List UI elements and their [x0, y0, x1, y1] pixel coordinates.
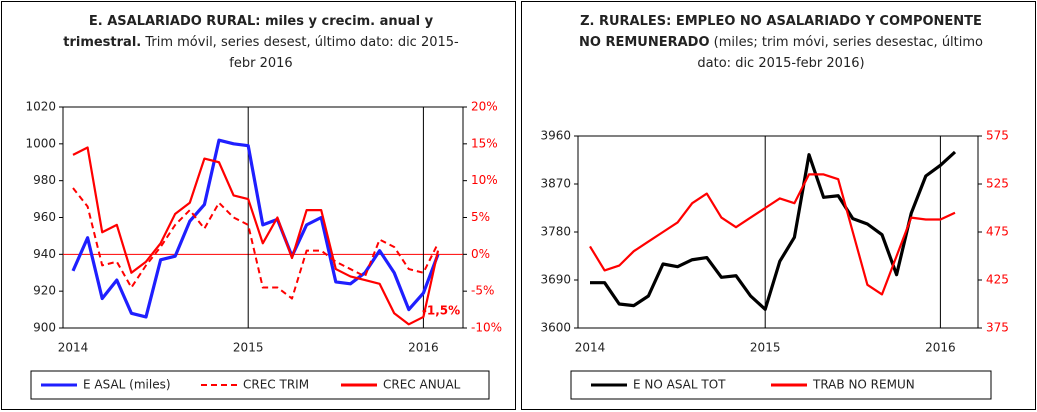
- x-tick-label: 2015: [750, 341, 781, 355]
- plot-frame: [577, 135, 979, 329]
- y2-tick-label: -5%: [471, 284, 494, 298]
- legend-label: CREC TRIM: [243, 378, 309, 392]
- legend-label: CREC ANUAL: [383, 378, 461, 392]
- series-line: [589, 173, 956, 296]
- chart-heading: Z. RURALES: EMPLEO NO ASALARIADO Y COMPO…: [571, 11, 991, 74]
- y-tick-label: 3690: [540, 273, 571, 287]
- legend-box: [30, 370, 490, 400]
- y2-tick-label: 375: [986, 321, 1009, 335]
- y2-tick-label: 10%: [471, 173, 498, 187]
- chart-subtitle: (miles; trim móvi, series desestac, últi…: [697, 35, 983, 71]
- panel-border: [1, 1, 516, 410]
- y-tick-label: 940: [33, 247, 56, 261]
- chart-heading: E. ASALARIADO RURAL: miles y crecim. anu…: [61, 11, 461, 74]
- y-tick-label: 900: [33, 321, 56, 335]
- legend-label: E ASAL (miles): [83, 378, 171, 392]
- y-tick-label: 3870: [540, 177, 571, 191]
- y-tick-label: 1000: [25, 136, 56, 150]
- y2-tick-label: 475: [986, 225, 1009, 239]
- legend-label: E NO ASAL TOT: [633, 378, 726, 392]
- chart-panel: 3600 3690 3780 3870 3960 375 425 475 525 575 2014 2…: [521, 1, 1036, 410]
- legend-box: [570, 370, 992, 400]
- chart-title: E. ASALARIADO RURAL: miles y crecim. anu…: [63, 14, 434, 50]
- y2-tick-label: 425: [986, 273, 1009, 287]
- y2-tick-label: 525: [986, 177, 1009, 191]
- x-tick-label: 2014: [58, 341, 89, 355]
- y-tick-label: 960: [33, 210, 56, 224]
- y-tick-label: 3600: [540, 321, 571, 335]
- x-tick-label: 2015: [233, 341, 264, 355]
- y2-tick-label: 575: [986, 129, 1009, 143]
- y-tick-label: 3960: [540, 129, 571, 143]
- chart: 3600 3690 3780 3870 3960 375 425 475 525 575 2014 2…: [521, 1, 1036, 410]
- chart: 900 920 940 960 980 1000 1020 -10% -5% 0% 5% 10% 15%…: [1, 1, 516, 410]
- y-tick-label: 1020: [25, 100, 56, 114]
- x-tick-label: 2014: [575, 341, 606, 355]
- series-line: [72, 146, 440, 326]
- chart-panel: 900 920 940 960 980 1000 1020 -10% -5% 0% 5% 10% 15%…: [1, 1, 516, 410]
- series-line: [590, 150, 957, 311]
- annotation: -1,5%: [422, 304, 460, 318]
- y-tick-label: 920: [33, 284, 56, 298]
- x-tick-label: 2016: [925, 341, 956, 355]
- chart-subtitle: Trim móvil, series desest, último dato: …: [145, 35, 459, 71]
- y2-tick-label: 20%: [471, 100, 498, 114]
- y2-tick-label: 15%: [471, 136, 498, 150]
- series-line: [72, 187, 439, 300]
- panel-border: [521, 1, 1036, 410]
- legend-label: TRAB NO REMUN: [812, 378, 915, 392]
- series-line: [71, 138, 440, 319]
- chart-title: Z. RURALES: EMPLEO NO ASALARIADO Y COMPO…: [578, 14, 982, 50]
- y2-tick-label: 0%: [471, 247, 490, 261]
- y-tick-label: 3780: [540, 225, 571, 239]
- y-tick-label: 980: [33, 173, 56, 187]
- x-tick-label: 2016: [408, 341, 439, 355]
- y2-tick-label: 5%: [471, 210, 490, 224]
- y2-tick-label: -10%: [471, 321, 502, 335]
